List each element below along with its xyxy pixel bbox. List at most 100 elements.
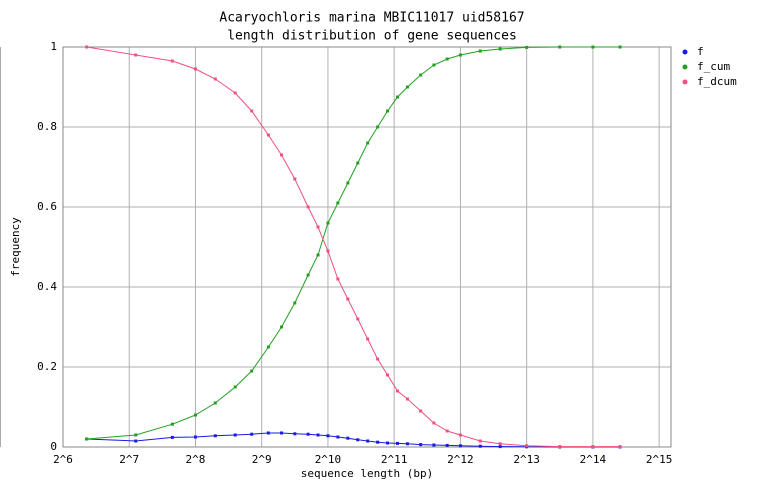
data-point [213, 401, 217, 405]
y-tick-label: 1 [50, 40, 57, 53]
x-tick-label: 2^14 [580, 453, 607, 466]
legend-marker [682, 64, 688, 70]
data-point [432, 443, 436, 447]
data-point [326, 434, 330, 438]
data-point [618, 45, 622, 49]
data-point [293, 177, 297, 181]
x-tick-label: 2^11 [381, 453, 408, 466]
data-point [376, 125, 380, 129]
data-point [250, 432, 254, 436]
data-point [395, 95, 399, 99]
data-point [445, 429, 449, 433]
series-line [86, 46, 621, 448]
data-point [498, 442, 502, 446]
data-point [458, 53, 462, 57]
data-point [293, 301, 297, 305]
x-tick-label: 2^10 [315, 453, 342, 466]
data-point [525, 444, 529, 448]
data-point [250, 109, 254, 113]
legend-label: f_cum [697, 60, 730, 73]
data-point [478, 49, 482, 53]
data-point [193, 413, 197, 417]
data-point [376, 440, 380, 444]
data-point [134, 53, 138, 57]
y-tick-label: 0.6 [37, 200, 57, 213]
data-point [356, 317, 360, 321]
data-point [386, 109, 390, 113]
data-point [213, 77, 217, 81]
data-point [250, 369, 254, 373]
data-point [213, 434, 217, 438]
x-tick-label: 2^8 [186, 453, 206, 466]
data-point [356, 438, 360, 442]
x-axis-label: sequence length (bp) [301, 467, 433, 480]
data-point [233, 91, 237, 95]
x-tick-label: 2^6 [53, 453, 73, 466]
data-point [458, 444, 462, 448]
data-point [316, 433, 320, 437]
data-point [266, 133, 270, 137]
x-tick-label: 2^15 [646, 453, 673, 466]
x-tick-label: 2^7 [119, 453, 139, 466]
data-point [591, 445, 595, 449]
data-point [376, 357, 380, 361]
data-point [346, 297, 350, 301]
data-point [558, 45, 562, 49]
data-point [419, 73, 423, 77]
data-point [591, 45, 595, 49]
data-point [386, 441, 390, 445]
data-point [170, 59, 174, 63]
chart-subtitle: length distribution of gene sequences [227, 29, 517, 44]
x-tick-label: 2^13 [513, 453, 540, 466]
y-tick-label: 0.2 [37, 360, 57, 373]
data-point [85, 45, 89, 49]
data-point [366, 141, 370, 145]
data-point [316, 253, 320, 257]
data-point [233, 385, 237, 389]
x-tick-label: 2^9 [252, 453, 272, 466]
data-point [233, 433, 237, 437]
data-point [346, 181, 350, 185]
data-point [419, 409, 423, 413]
data-point [618, 445, 622, 449]
data-point [293, 432, 297, 436]
data-point [170, 422, 174, 426]
data-point [478, 439, 482, 443]
data-point [134, 439, 138, 443]
data-point [266, 431, 270, 435]
data-point [386, 373, 390, 377]
series-line [86, 432, 621, 448]
data-point [458, 433, 462, 437]
data-point [356, 161, 360, 165]
data-point [432, 63, 436, 67]
data-point [405, 85, 409, 89]
data-point [193, 67, 197, 71]
y-tick-label: 0 [50, 440, 57, 453]
data-point [280, 153, 284, 157]
data-point [525, 45, 529, 49]
data-point [306, 205, 310, 209]
data-point [395, 389, 399, 393]
legend-label: f_dcum [697, 75, 737, 88]
plot-frame [62, 46, 672, 448]
data-point [266, 345, 270, 349]
y-axis-label: frequency [9, 217, 22, 277]
data-point [306, 432, 310, 436]
series-line [86, 46, 621, 440]
data-point [336, 435, 340, 439]
legend-marker [682, 79, 688, 85]
x-tick-label: 2^12 [447, 453, 474, 466]
data-point [193, 435, 197, 439]
legend-label: f [697, 45, 704, 58]
data-point [336, 277, 340, 281]
data-point [432, 421, 436, 425]
chart-title: Acaryochloris marina MBIC11017 uid58167 [219, 11, 524, 26]
data-point [316, 225, 320, 229]
data-point [280, 325, 284, 329]
data-point [478, 444, 482, 448]
data-point [326, 221, 330, 225]
data-point [306, 273, 310, 277]
data-point [85, 437, 89, 441]
legend-marker [682, 49, 688, 55]
